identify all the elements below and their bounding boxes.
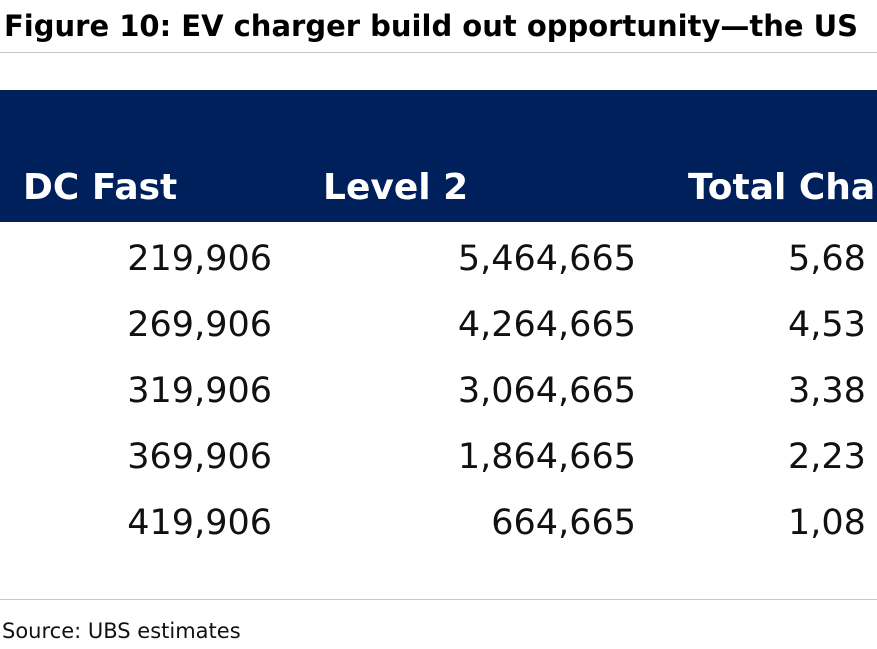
- table-cell-level-2: 5,464,665: [457, 239, 636, 279]
- column-header-dc-fast: DC Fast: [23, 167, 178, 208]
- source-note: Source: UBS estimates: [2, 619, 241, 643]
- table-cell-level-2: 1,864,665: [457, 437, 636, 477]
- table-cell-dc-fast: 219,906: [127, 239, 272, 279]
- table-cell-total-chargers: 5,68: [788, 239, 866, 279]
- chart-title: Figure 10: EV charger build out opportun…: [4, 9, 859, 43]
- table-cell-level-2: 664,665: [491, 503, 636, 543]
- table-cell-total-chargers: 1,08: [788, 503, 866, 543]
- table-body: 219,906 5,464,665 5,68 269,906 4,264,665 4,53…: [0, 222, 877, 592]
- top-rule: [0, 52, 877, 53]
- table-cell-level-2: 3,064,665: [457, 371, 636, 411]
- table-cell-total-chargers: 3,38: [788, 371, 866, 411]
- table-cell-total-chargers: 4,53: [788, 305, 866, 345]
- table-cell-dc-fast: 419,906: [127, 503, 272, 543]
- table-cell-total-chargers: 2,23: [788, 437, 866, 477]
- table-cell-level-2: 4,264,665: [457, 305, 636, 345]
- column-header-total-chargers: Total Cha: [688, 167, 876, 208]
- table-header: DC Fast Level 2 Total Cha: [0, 90, 877, 222]
- table-cell-dc-fast: 319,906: [127, 371, 272, 411]
- bottom-rule: [0, 599, 877, 600]
- table-cell-dc-fast: 369,906: [127, 437, 272, 477]
- table-cell-dc-fast: 269,906: [127, 305, 272, 345]
- column-header-level-2: Level 2: [323, 167, 469, 208]
